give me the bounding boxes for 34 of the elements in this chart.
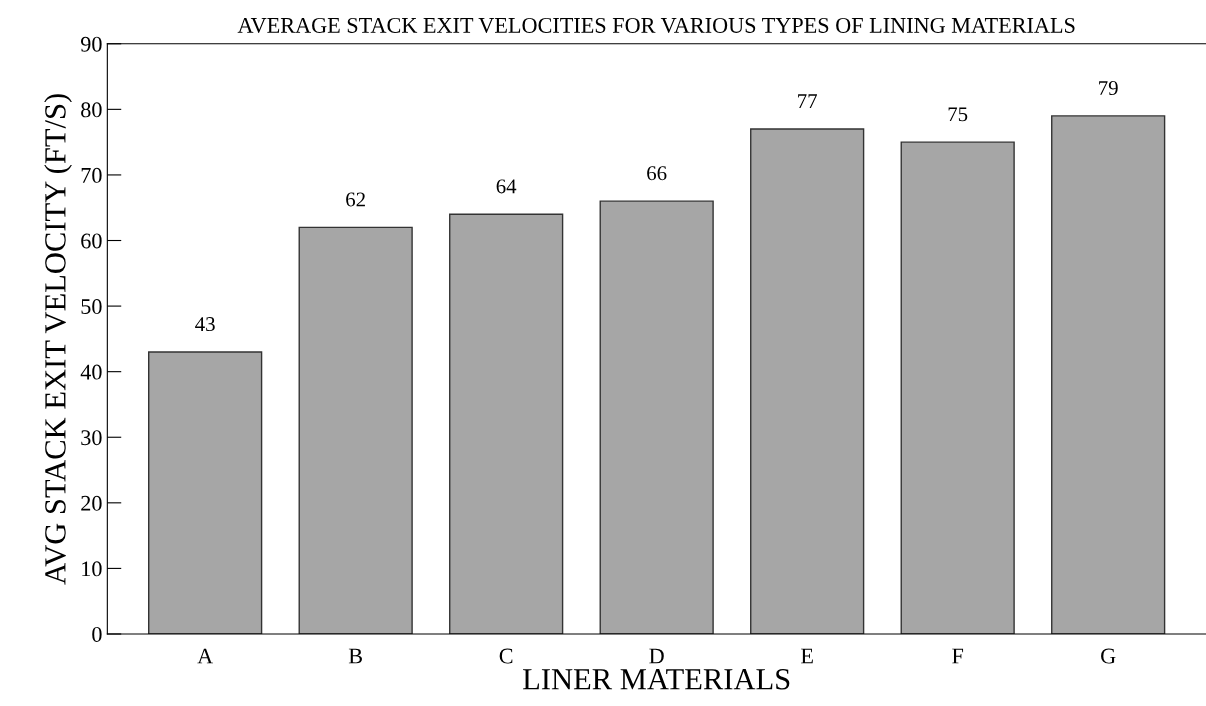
x-tick-label: C	[499, 648, 513, 664]
bar	[148, 351, 263, 634]
y-axis-title: AVG STACK EXIT VELOCITY (FT/S)	[44, 94, 72, 585]
data-label: 66	[647, 166, 667, 181]
data-label: 77	[798, 94, 817, 108]
y-tick-label: 0	[92, 626, 102, 642]
y-tick-label: 70	[81, 167, 102, 183]
x-tick-label: A	[197, 648, 214, 664]
bar	[599, 200, 714, 634]
bar	[1051, 115, 1166, 634]
y-tick-label: 60	[81, 233, 102, 249]
y-tick-label: 30	[81, 430, 102, 446]
data-label: 62	[346, 192, 365, 207]
x-tick-label: D	[649, 648, 664, 664]
x-tick-label: G	[1101, 648, 1116, 664]
data-label: 43	[195, 317, 215, 332]
bar	[298, 226, 413, 634]
bar	[750, 128, 865, 634]
y-tick-label: 10	[82, 561, 102, 577]
y-tick-label: 40	[80, 364, 102, 380]
y-tick-label: 80	[81, 102, 102, 118]
data-label: 64	[496, 179, 517, 194]
data-label: 75	[948, 107, 968, 122]
x-axis-title: LINER MATERIALS	[523, 669, 790, 690]
x-tick-label: F	[952, 648, 964, 664]
y-tick-label: 20	[81, 495, 102, 511]
data-label: 79	[1099, 81, 1118, 96]
bar	[900, 141, 1015, 634]
y-tick-label: 50	[81, 299, 102, 315]
bar	[449, 213, 564, 634]
y-tick-label: 90	[80, 36, 102, 52]
chart-title: AVERAGE STACK EXIT VELOCITIES FOR VARIOUS TYPES OF LINING MATERIALS	[237, 17, 1075, 33]
x-tick-label: B	[348, 648, 362, 664]
x-tick-label: E	[801, 648, 813, 664]
